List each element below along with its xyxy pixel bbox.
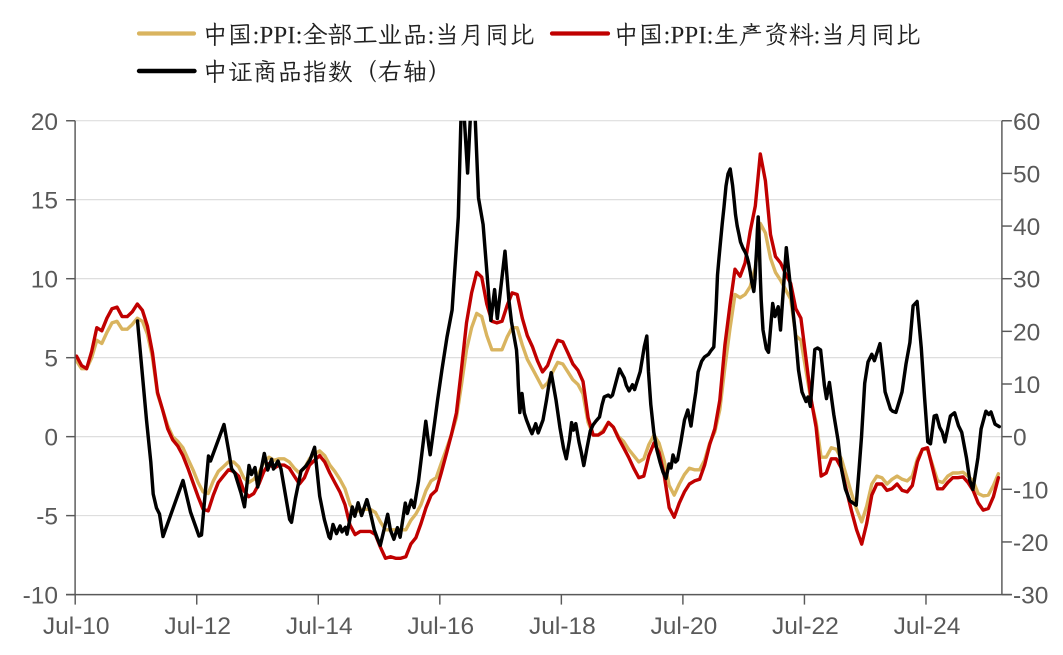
svg-text:-10: -10 (23, 583, 58, 610)
svg-text:50: 50 (1013, 161, 1040, 188)
svg-text:-10: -10 (1013, 477, 1048, 504)
svg-text:Jul-24: Jul-24 (894, 613, 961, 640)
svg-text:30: 30 (1013, 267, 1040, 294)
svg-text:20: 20 (1013, 319, 1040, 346)
svg-text:10: 10 (31, 267, 58, 294)
svg-text:20: 20 (31, 109, 58, 136)
svg-text:Jul-22: Jul-22 (772, 613, 839, 640)
svg-text:Jul-12: Jul-12 (164, 613, 231, 640)
svg-text:-30: -30 (1013, 583, 1048, 610)
svg-text:15: 15 (31, 188, 58, 215)
svg-text:-5: -5 (36, 504, 58, 531)
svg-text:Jul-14: Jul-14 (286, 613, 353, 640)
svg-text:Jul-10: Jul-10 (43, 613, 110, 640)
svg-text:60: 60 (1013, 109, 1040, 136)
svg-text:Jul-18: Jul-18 (529, 613, 596, 640)
svg-text:-20: -20 (1013, 530, 1048, 557)
svg-text:Jul-16: Jul-16 (407, 613, 474, 640)
svg-text:5: 5 (44, 346, 58, 373)
svg-text:10: 10 (1013, 372, 1040, 399)
svg-text:40: 40 (1013, 214, 1040, 241)
svg-text:0: 0 (44, 425, 58, 452)
svg-text:Jul-20: Jul-20 (651, 613, 718, 640)
svg-text:0: 0 (1013, 425, 1027, 452)
